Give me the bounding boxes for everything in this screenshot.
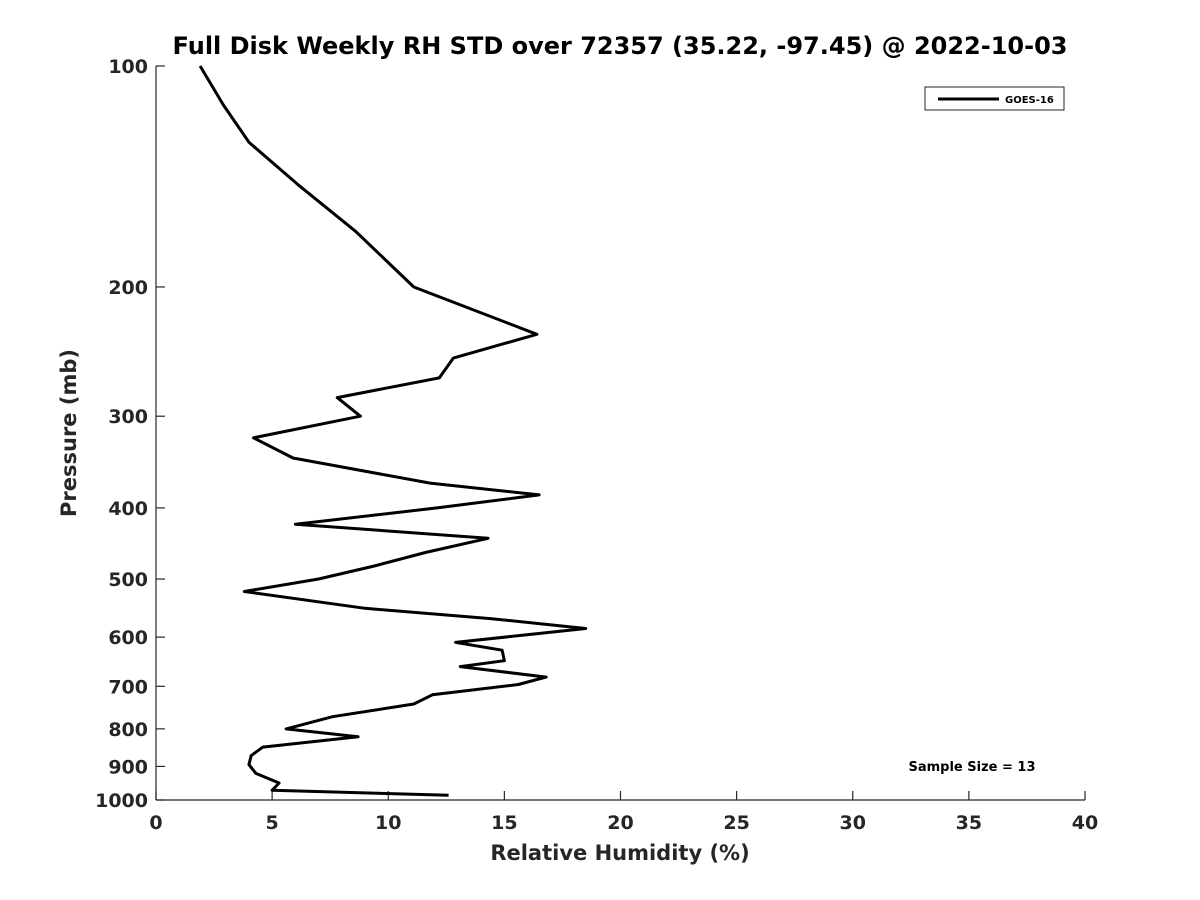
y-ticks: 100 200 300 400 500 600 700 800 900 1000: [95, 56, 165, 812]
x-tick-label: 30: [840, 812, 866, 834]
x-tick-label: 40: [1072, 812, 1098, 834]
x-tick-label: 25: [723, 812, 749, 834]
chart-title: Full Disk Weekly RH STD over 72357 (35.2…: [173, 32, 1068, 60]
y-tick-label: 1000: [95, 790, 148, 812]
x-tick-label: 10: [375, 812, 401, 834]
y-tick-label: 700: [108, 676, 148, 698]
sample-size-annotation: Sample Size = 13: [908, 760, 1035, 775]
y-tick-label: 400: [108, 498, 148, 520]
legend: GOES-16: [924, 86, 1065, 111]
series-line-goes-16: [198, 65, 588, 797]
x-tick-label: 5: [266, 812, 279, 834]
y-tick-label: 100: [108, 56, 148, 78]
x-tick-label: 35: [956, 812, 982, 834]
plot-area: 0 5 10 15 20 25 30 35 40 100 200 300 400 500 600 700 80…: [95, 56, 1098, 834]
x-tick-label: 20: [607, 812, 633, 834]
x-ticks: 0 5 10 15 20 25 30 35 40: [149, 791, 1098, 834]
x-tick-label: 15: [491, 812, 517, 834]
x-axis-label: Relative Humidity (%): [490, 841, 749, 865]
y-tick-label: 200: [108, 277, 148, 299]
legend-entry: GOES-16: [1005, 95, 1054, 106]
y-tick-label: 500: [108, 569, 148, 591]
y-tick-label: 900: [108, 756, 148, 778]
x-tick-label: 0: [149, 812, 162, 834]
y-tick-label: 600: [108, 627, 148, 649]
y-axis-label: Pressure (mb): [57, 349, 81, 517]
y-tick-label: 300: [108, 406, 148, 428]
y-tick-label: 800: [108, 719, 148, 741]
